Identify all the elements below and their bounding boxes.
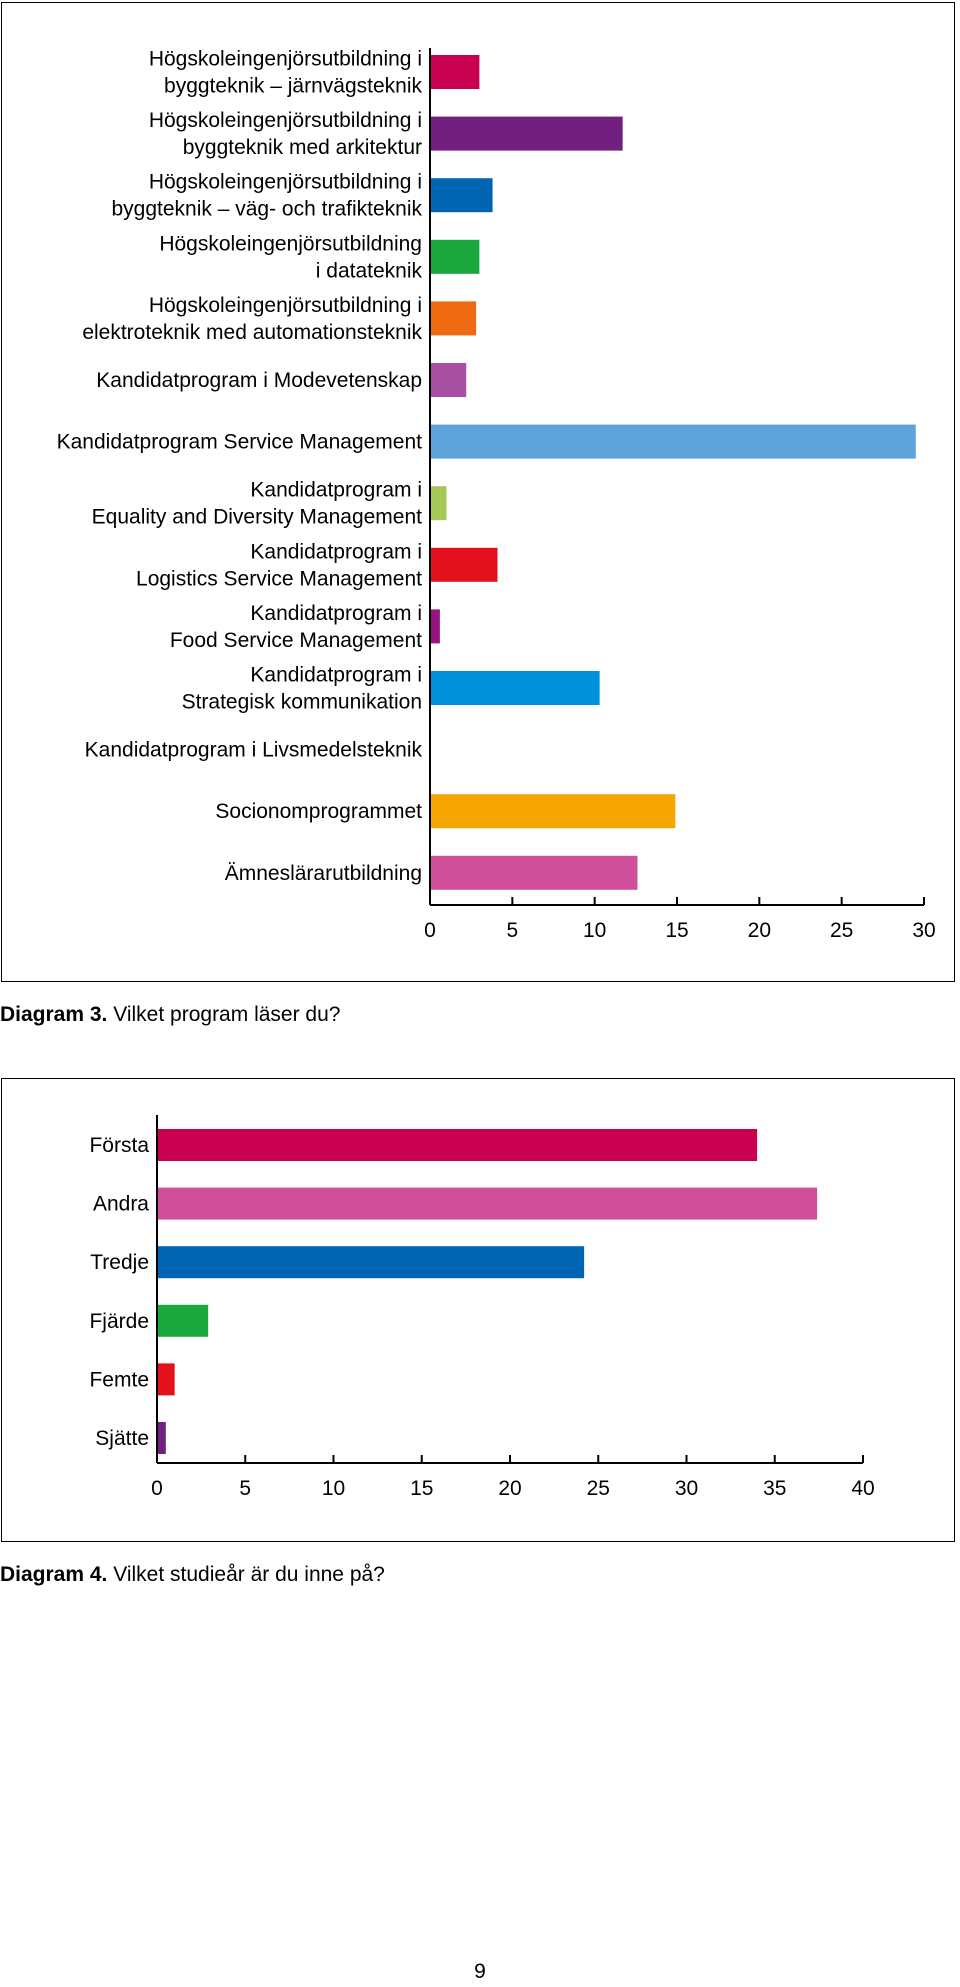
x-tick-label: 20 [748, 919, 771, 942]
category-label: Andra [93, 1193, 149, 1216]
category-label: Femte [89, 1368, 149, 1391]
category-label: Equality and Diversity Management [92, 506, 422, 529]
x-tick-label: 0 [424, 919, 436, 942]
x-tick-label: 10 [322, 1477, 345, 1500]
bar-6 [430, 363, 467, 397]
x-tick-label: 10 [583, 919, 606, 942]
bar-5 [430, 301, 477, 336]
caption-text: Vilket program läser du? [107, 1003, 341, 1026]
bar-7 [430, 424, 916, 459]
category-label: byggteknik – väg- och trafikteknik [112, 198, 423, 221]
bar-6 [157, 1422, 166, 1454]
category-label: Högskoleingenjörsutbildning i [149, 294, 422, 317]
category-label: Högskoleingenjörsutbildning i [149, 171, 422, 194]
bar-5 [157, 1363, 175, 1396]
category-label: Ämneslärarutbildning [225, 862, 422, 885]
category-label: Sjätte [95, 1427, 149, 1450]
x-tick-label: 25 [587, 1477, 610, 1500]
category-label: byggteknik med arkitektur [183, 136, 422, 159]
chart-frame-program: Högskoleingenjörsutbildning i byggteknik … [1, 2, 955, 982]
category-label: Högskoleingenjörsutbildning i [149, 48, 422, 71]
x-tick-label: 15 [410, 1477, 433, 1500]
caption-diagram-4: Diagram 4. Vilket studieår är du inne på… [0, 1563, 385, 1587]
x-tick-label: 30 [912, 919, 935, 942]
x-tick-label: 35 [763, 1477, 786, 1500]
x-tick-label: 25 [830, 919, 853, 942]
category-label: Första [89, 1134, 149, 1157]
bar-2 [430, 116, 623, 151]
x-tick-label: 15 [665, 919, 688, 942]
page-number: 9 [474, 1960, 486, 1983]
bar-2 [157, 1187, 818, 1220]
bar-1 [430, 55, 480, 89]
category-label: Strategisk kommunikation [182, 691, 422, 714]
category-label: Kandidatprogram i Livsmedelsteknik [85, 739, 423, 762]
category-label: i datateknik [316, 259, 423, 282]
bar-1 [157, 1129, 758, 1161]
category-label: Logistics Service Management [136, 567, 422, 590]
category-label: Kandidatprogram i Modevetenskap [96, 369, 422, 392]
category-label: elektroteknik med automationsteknik [82, 321, 422, 344]
bar-10 [430, 609, 440, 644]
caption-label: Diagram 3. [0, 1003, 108, 1026]
x-tick-label: 0 [151, 1477, 163, 1500]
category-label: Kandidatprogram i [250, 540, 422, 563]
caption-label: Diagram 4. [0, 1563, 108, 1586]
category-label: Fjärde [89, 1310, 149, 1333]
category-label: Kandidatprogram i [250, 479, 422, 502]
category-label: Tredje [90, 1251, 149, 1274]
category-label: Högskoleingenjörsutbildning i [149, 109, 422, 132]
bar-9 [430, 547, 498, 582]
x-tick-label: 30 [675, 1477, 698, 1500]
bar-8 [430, 486, 447, 521]
caption-text: Vilket studieår är du inne på? [107, 1563, 385, 1586]
category-label: Högskoleingenjörsutbildning [159, 232, 422, 255]
bar-3 [430, 178, 493, 213]
category-label: Socionomprogrammet [215, 800, 422, 823]
category-label: Food Service Management [170, 629, 422, 652]
caption-diagram-3: Diagram 3. Vilket program läser du? [0, 1003, 340, 1027]
category-label: Kandidatprogram i [250, 664, 422, 687]
bar-14 [430, 855, 638, 890]
category-label: byggteknik – järnvägsteknik [164, 75, 422, 98]
bar-11 [430, 671, 600, 705]
program-bar-chart: Högskoleingenjörsutbildning i byggteknik … [57, 48, 936, 943]
chart-frame-study-year: Första Andra Tredje Fjärde Femte Sjätte 0 5 10 15… [1, 1078, 955, 1542]
bar-3 [157, 1246, 585, 1279]
bar-13 [430, 794, 676, 829]
x-tick-label: 20 [498, 1477, 521, 1500]
x-tick-label: 40 [851, 1477, 874, 1500]
category-label: Kandidatprogram Service Management [57, 431, 423, 454]
category-label: Kandidatprogram i [250, 602, 422, 625]
study-year-bar-chart: Första Andra Tredje Fjärde Femte Sjätte 0 5 10 15… [89, 1115, 875, 1500]
bar-4 [430, 239, 480, 274]
x-tick-label: 5 [239, 1477, 251, 1500]
bar-4 [157, 1304, 209, 1337]
x-tick-label: 5 [506, 919, 518, 942]
